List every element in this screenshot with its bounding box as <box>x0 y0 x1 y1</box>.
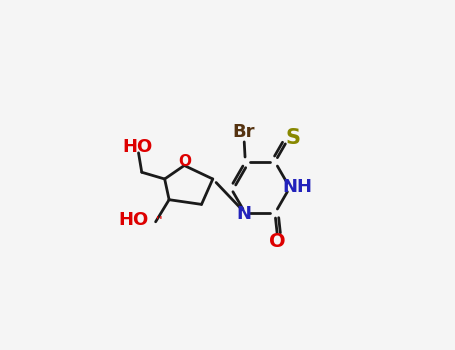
Text: HO: HO <box>119 211 149 230</box>
Text: HO: HO <box>122 139 152 156</box>
Text: Br: Br <box>233 123 255 141</box>
Text: '': '' <box>156 215 162 225</box>
Text: NH: NH <box>283 178 312 196</box>
Text: S: S <box>285 128 300 148</box>
Text: O: O <box>178 154 191 169</box>
Text: O: O <box>269 232 286 251</box>
Text: N: N <box>237 205 252 223</box>
